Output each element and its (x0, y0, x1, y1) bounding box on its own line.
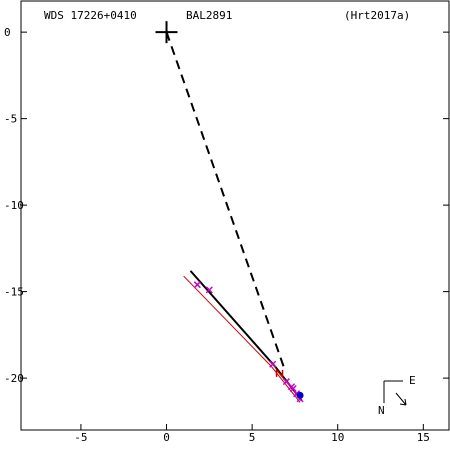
compass-east-label: E (409, 374, 416, 387)
discoverer-designation: BAL2891 (186, 9, 233, 22)
axis-ticks: -5 0 5 10 15 0 -5 -10 -15 -20 (4, 26, 449, 444)
measurement-point (289, 384, 297, 393)
x-tick-label: 10 (331, 431, 344, 444)
y-tick-label: -5 (4, 113, 17, 126)
measurement-point (282, 378, 290, 386)
measurement-point (193, 281, 201, 289)
y-tick-label: -15 (4, 286, 24, 299)
y-tick-label: -20 (4, 372, 24, 385)
reference-orbit-line (183, 275, 301, 403)
x-tick-label: 5 (249, 431, 256, 444)
wds-identifier: WDS 17226+0410 (44, 9, 137, 22)
motion-arrow (395, 392, 407, 406)
current-position-dot (296, 391, 304, 399)
motion-arrow-head (399, 398, 407, 406)
measurement-point (269, 360, 277, 368)
x-tick-label: 15 (417, 431, 430, 444)
compass-north-label: N (378, 404, 385, 417)
y-tick-label: 0 (4, 26, 11, 39)
plot-frame (20, 0, 450, 431)
orbit-line (189, 270, 303, 402)
x-tick-label: -5 (74, 431, 87, 444)
y-tick-label: -10 (4, 199, 24, 212)
x-tick-label: 0 (163, 431, 170, 444)
orbit-reference: (Hrt2017a) (344, 9, 411, 22)
data-layer (155, 21, 304, 403)
measurement-point (205, 286, 213, 294)
primary-star-marker (155, 21, 178, 44)
compass: E N (378, 374, 416, 417)
node-marker (275, 367, 284, 379)
